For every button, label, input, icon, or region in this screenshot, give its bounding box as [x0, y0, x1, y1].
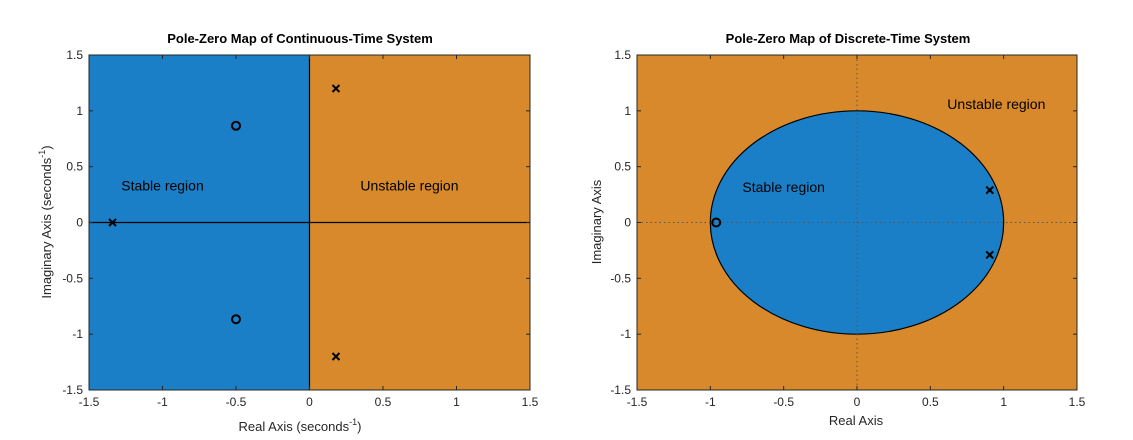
- y-tick-label: -1.5: [610, 383, 631, 397]
- y-tick-label: 0: [624, 216, 631, 230]
- y-tick-label: 1: [76, 104, 83, 118]
- y-axis-label: Imaginary Axis (seconds-1): [37, 145, 54, 298]
- zero-marker: [711, 217, 722, 228]
- x-axis-label: Real Axis: [829, 413, 884, 428]
- x-tick-label: -1: [705, 395, 716, 409]
- y-tick-label: 0.5: [614, 160, 631, 174]
- y-tick-label: -1: [72, 327, 83, 341]
- y-tick-label: 1.5: [66, 48, 83, 62]
- region-label: Unstable region: [947, 96, 1045, 112]
- region-label: Stable region: [121, 178, 204, 194]
- discrete-pole-zero-chart: Pole-Zero Map of Discrete-Time System St…: [589, 31, 1086, 428]
- x-tick-label: 1.5: [522, 395, 539, 409]
- y-tick-label: -0.5: [610, 271, 631, 285]
- x-tick-label: 1: [1000, 395, 1007, 409]
- x-axis-label: Real Axis (seconds-1): [239, 417, 362, 434]
- x-tick-label: 1.5: [1069, 395, 1086, 409]
- x-tick-label: 1: [453, 395, 460, 409]
- zero-marker: [231, 120, 241, 131]
- pole-marker: [331, 352, 341, 361]
- x-tick-label: -1: [157, 395, 168, 409]
- pole-marker: [108, 218, 117, 227]
- region-label: Stable region: [742, 179, 825, 195]
- pole-marker: [331, 84, 341, 93]
- chart-title: Pole-Zero Map of Discrete-Time System: [726, 31, 971, 46]
- x-tick-label: -0.5: [226, 395, 247, 409]
- y-tick-label: -0.5: [62, 271, 83, 285]
- x-tick-label: -1.5: [627, 395, 648, 409]
- x-tick-label: -1.5: [79, 395, 100, 409]
- chart-title: Pole-Zero Map of Continuous-Time System: [167, 31, 433, 46]
- pole-marker: [985, 250, 994, 260]
- continuous-pole-zero-chart: Pole-Zero Map of Continuous-Time System …: [37, 31, 539, 434]
- y-tick-label: -1: [620, 327, 631, 341]
- region-label: Unstable region: [360, 178, 458, 194]
- x-tick-label: 0: [854, 395, 861, 409]
- y-tick-label: -1.5: [62, 383, 83, 397]
- pole-marker: [985, 185, 994, 195]
- y-tick-label: 0.5: [66, 160, 83, 174]
- zero-marker: [231, 314, 241, 325]
- y-tick-label: 1: [624, 104, 631, 118]
- y-tick-label: 1.5: [614, 48, 631, 62]
- y-axis-label: Imaginary Axis: [589, 179, 604, 264]
- x-tick-label: 0: [306, 395, 313, 409]
- x-tick-label: -0.5: [773, 395, 794, 409]
- x-tick-label: 0.5: [375, 395, 392, 409]
- x-tick-label: 0.5: [922, 395, 939, 409]
- y-tick-label: 0: [76, 216, 83, 230]
